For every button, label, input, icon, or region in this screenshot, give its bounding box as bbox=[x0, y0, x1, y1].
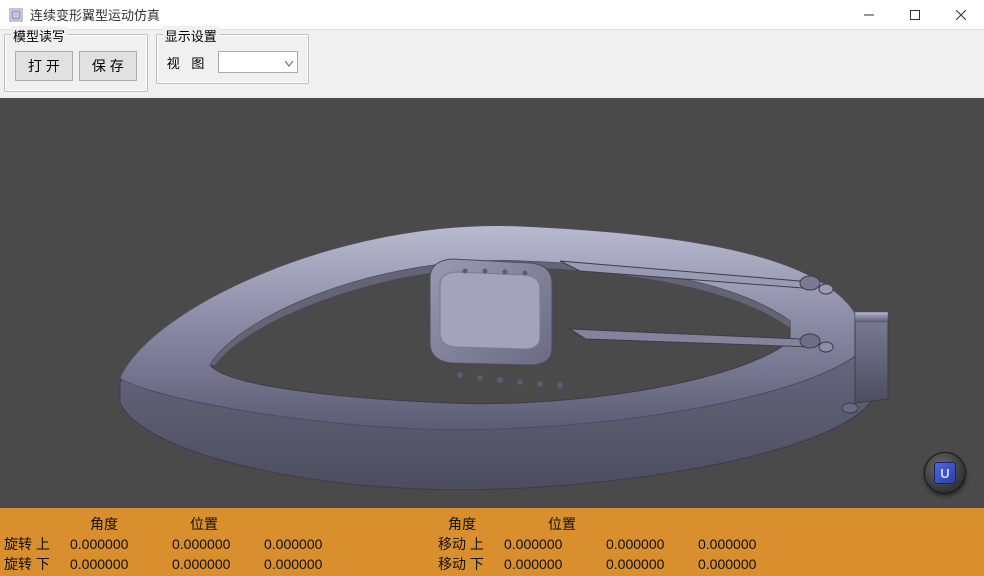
status-value: 0.000000 bbox=[504, 536, 596, 552]
chevron-down-icon bbox=[285, 55, 293, 70]
status-value: 0.000000 bbox=[698, 536, 790, 552]
title-bar: 连续变形翼型运动仿真 bbox=[0, 0, 984, 30]
group-display-settings: 显示设置 视 图 bbox=[156, 34, 310, 84]
status-header-angle-right: 角度 bbox=[448, 514, 548, 534]
status-value: 0.000000 bbox=[70, 536, 162, 552]
view-label: 视 图 bbox=[167, 53, 209, 72]
view-combobox[interactable] bbox=[218, 51, 298, 73]
group-display-title: 显示设置 bbox=[163, 26, 219, 45]
app-icon bbox=[8, 7, 24, 23]
minimize-button[interactable] bbox=[846, 0, 892, 30]
status-value: 0.000000 bbox=[264, 556, 356, 572]
model-render bbox=[0, 98, 984, 508]
status-label: 移动 上 bbox=[434, 534, 504, 554]
status-label: 移动 下 bbox=[434, 554, 504, 574]
status-value: 0.000000 bbox=[698, 556, 790, 572]
window-title: 连续变形翼型运动仿真 bbox=[30, 5, 160, 24]
status-header-pos-right: 位置 bbox=[548, 514, 728, 534]
status-header-angle-left: 角度 bbox=[90, 514, 190, 534]
status-value: 0.000000 bbox=[70, 556, 162, 572]
close-button[interactable] bbox=[938, 0, 984, 30]
toolbar: 模型读写 打 开 保 存 显示设置 视 图 bbox=[0, 30, 984, 98]
group-model-io: 模型读写 打 开 保 存 bbox=[4, 34, 148, 92]
status-value: 0.000000 bbox=[172, 536, 264, 552]
open-button[interactable]: 打 开 bbox=[15, 51, 73, 81]
status-label: 旋转 上 bbox=[0, 534, 70, 554]
status-value: 0.000000 bbox=[606, 536, 698, 552]
maximize-button[interactable] bbox=[892, 0, 938, 30]
status-label: 旋转 下 bbox=[0, 554, 70, 574]
group-model-io-title: 模型读写 bbox=[11, 26, 67, 45]
status-header-pos-left: 位置 bbox=[190, 514, 370, 534]
status-value: 0.000000 bbox=[504, 556, 596, 572]
status-value: 0.000000 bbox=[606, 556, 698, 572]
viewport-3d[interactable]: U bbox=[0, 98, 984, 508]
status-value: 0.000000 bbox=[264, 536, 356, 552]
status-value: 0.000000 bbox=[172, 556, 264, 572]
status-bar: 角度 位置 角度 位置 旋转 上 0.000000 0.000000 0.000… bbox=[0, 508, 984, 576]
save-button[interactable]: 保 存 bbox=[79, 51, 137, 81]
axis-gizmo-label: U bbox=[934, 462, 956, 484]
axis-gizmo[interactable]: U bbox=[924, 452, 966, 494]
